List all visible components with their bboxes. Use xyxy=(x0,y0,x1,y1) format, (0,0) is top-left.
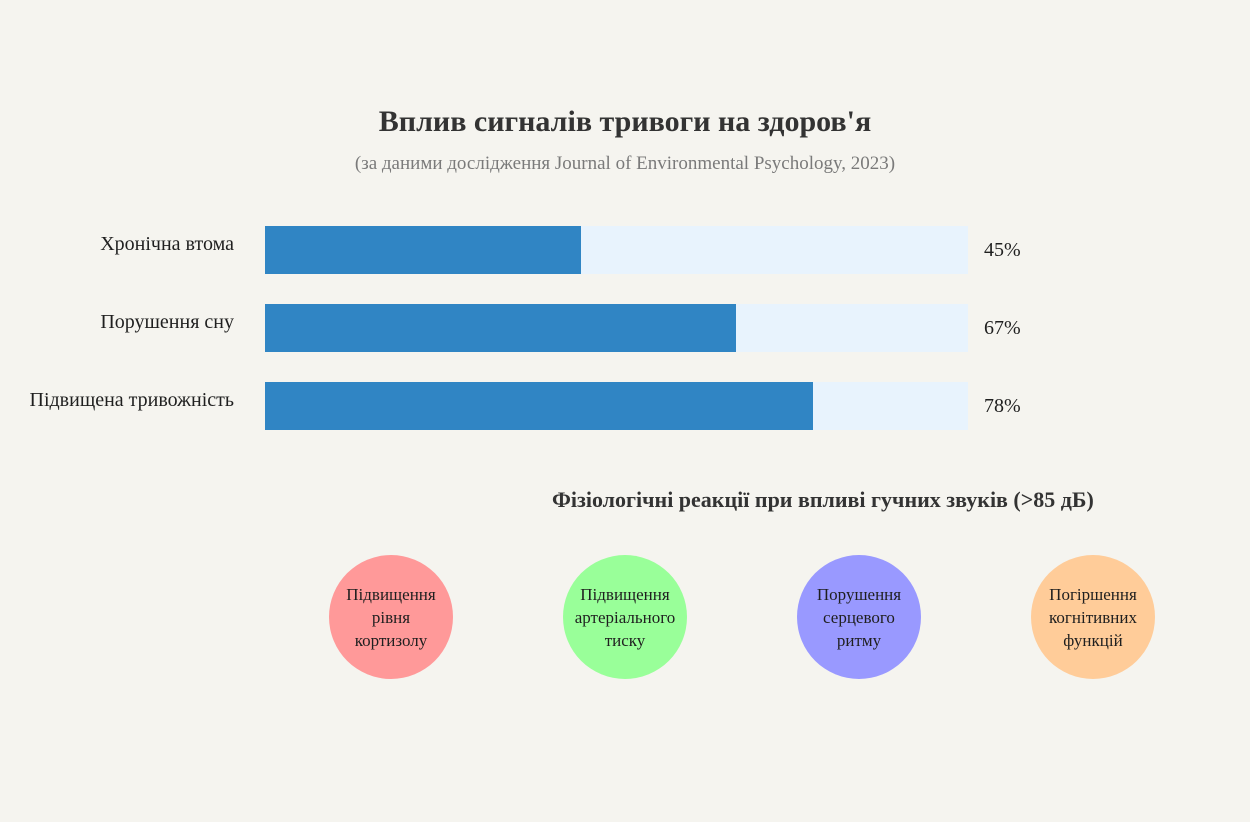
bar-track xyxy=(265,304,968,352)
bar xyxy=(265,226,581,274)
reaction-label-line: артеріального xyxy=(574,607,676,627)
chart-subtitle: (за даними дослідження Journal of Enviro… xyxy=(354,153,896,174)
bar-track xyxy=(265,382,968,430)
reaction-label: Підвищення рівня кортизолу xyxy=(342,583,439,652)
bar-track xyxy=(265,226,968,274)
reaction-label-line: Порушення xyxy=(816,584,902,604)
bar-value-label: 78% xyxy=(984,395,1021,417)
bar xyxy=(265,304,736,352)
bar-category-label: Порушення сну xyxy=(100,311,234,333)
bar-category-label: Хронічна втома xyxy=(100,233,234,255)
reaction-label-line: ритму xyxy=(836,630,882,650)
reaction-label-line: Погіршення xyxy=(1049,584,1137,604)
chart-title: Вплив сигналів тривоги на здоров'я xyxy=(378,105,872,138)
reaction-label: Підвищення артеріального тиску xyxy=(571,583,680,652)
bar xyxy=(265,382,813,430)
reaction-circle: Погіршення когнітивних функцій xyxy=(1031,555,1155,679)
reaction-circle: Підвищення рівня кортизолу xyxy=(329,555,453,679)
reaction-label-line: рівня xyxy=(371,607,411,627)
bar-row: Хронічна втома 45% xyxy=(0,226,1250,274)
reaction-label-line: когнітивних xyxy=(1049,607,1137,627)
bar-row: Порушення сну 67% xyxy=(0,304,1250,352)
reaction-label-line: серцевого xyxy=(823,607,895,627)
bar-category-label: Підвищена тривожність xyxy=(29,389,235,411)
reaction-label-line: кортизолу xyxy=(354,630,428,650)
reaction-circle: Порушення серцевого ритму xyxy=(797,555,921,679)
reaction-label: Порушення серцевого ритму xyxy=(813,583,905,652)
bar-row: Підвищена тривожність 78% xyxy=(0,382,1250,430)
bar-value-label: 67% xyxy=(984,317,1021,339)
reaction-label-line: Підвищення xyxy=(580,584,670,604)
reaction-circle: Підвищення артеріального тиску xyxy=(563,555,687,679)
reaction-label-line: функцій xyxy=(1063,630,1123,650)
reactions-title: Фізіологічні реакції при впливі гучних з… xyxy=(552,487,1094,512)
reaction-label-line: Підвищення xyxy=(346,584,436,604)
bar-value-label: 45% xyxy=(984,239,1021,261)
reaction-label: Погіршення когнітивних функцій xyxy=(1045,583,1141,652)
reaction-label-line: тиску xyxy=(604,630,646,650)
